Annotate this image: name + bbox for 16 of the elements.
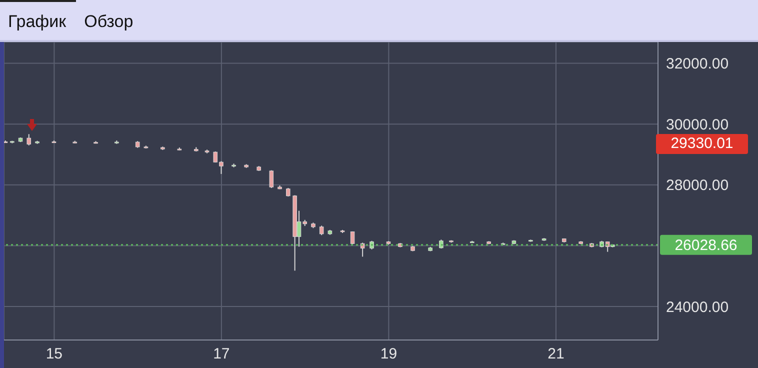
candlestick xyxy=(319,225,324,236)
x-tick-label: 19 xyxy=(380,346,398,363)
candlestick xyxy=(269,170,274,188)
text: Обзор xyxy=(83,11,134,33)
text: 29330.01 xyxy=(656,134,748,154)
text: График xyxy=(0,0,76,40)
candlestick xyxy=(360,242,365,258)
candlestick xyxy=(26,134,32,146)
y-tick-label: 28000.00 xyxy=(666,177,729,194)
x-tick-label: 17 xyxy=(213,346,230,363)
x-tick-label: 21 xyxy=(548,346,564,363)
y-tick-label: 30000.00 xyxy=(666,116,729,134)
x-tick-label: 15 xyxy=(46,346,63,363)
y-tick-label: 32000.00 xyxy=(666,56,729,73)
y-tick-label: 24000.00 xyxy=(666,298,729,316)
ref-line-label: 26028.66 xyxy=(674,236,738,254)
